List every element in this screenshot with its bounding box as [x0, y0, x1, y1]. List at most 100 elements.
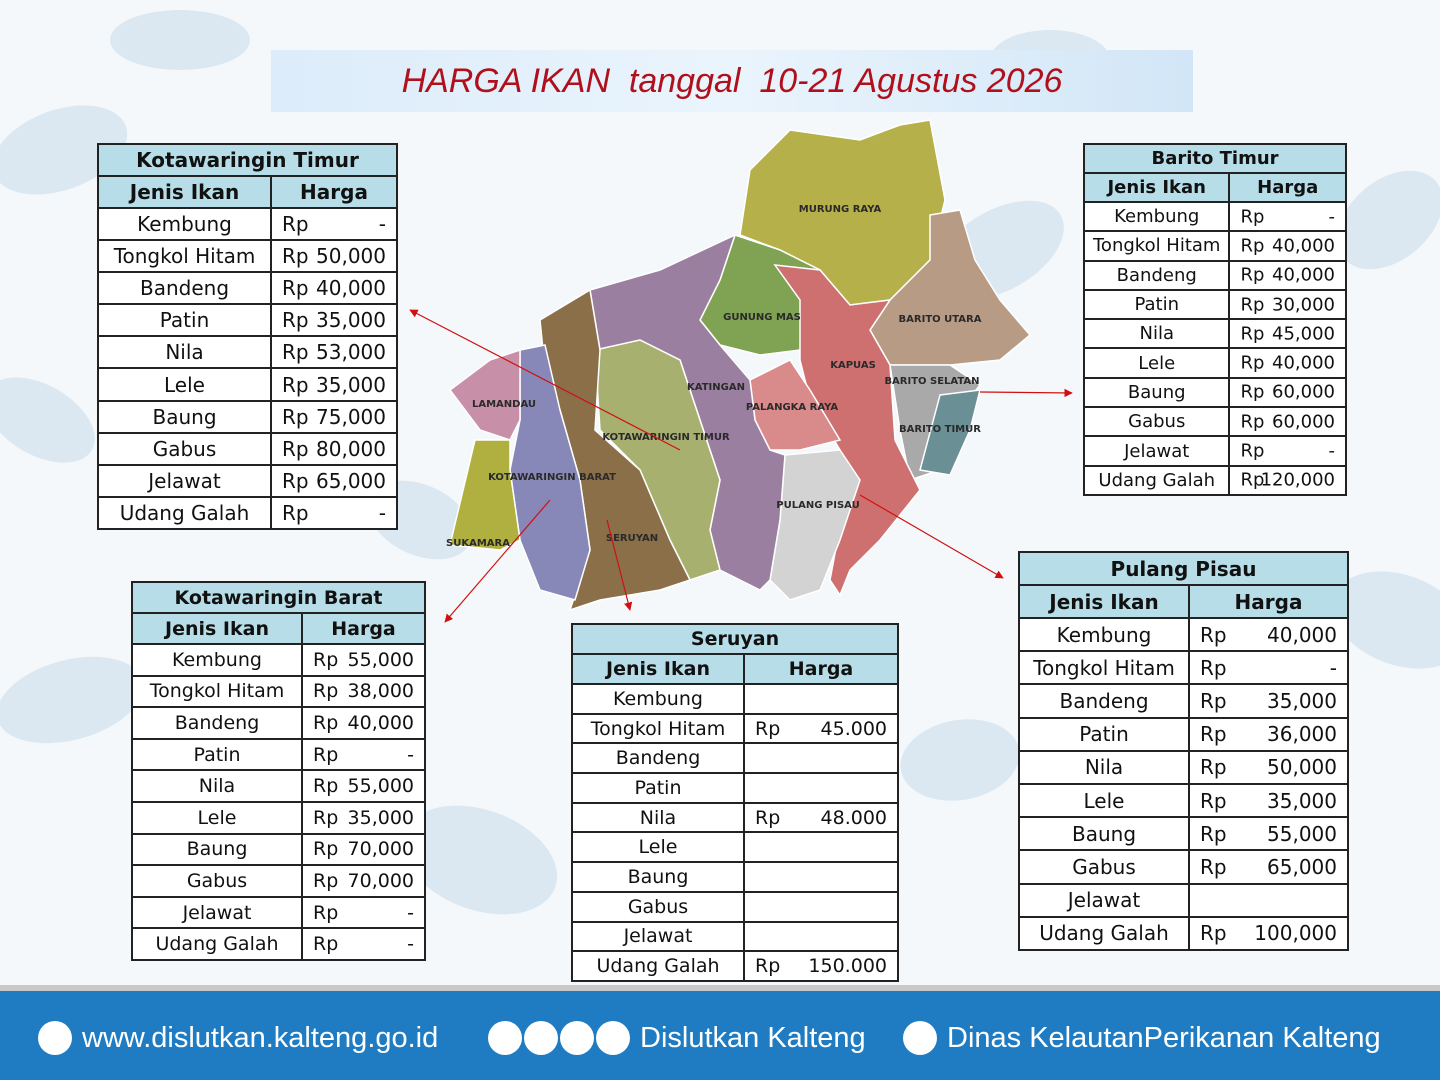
price: 70,000 [347, 838, 414, 861]
price: 40,000 [1272, 235, 1335, 257]
price-cell: Rp 45,000 [1228, 318, 1347, 350]
fish-name: Bandeng [1018, 683, 1190, 719]
table-title-row: Pulang Pisau [1018, 551, 1349, 586]
column-header: Jenis Ikan [1082, 172, 1231, 203]
currency: Rp [313, 680, 339, 703]
fish-name: Patin [131, 737, 303, 772]
price: - [378, 212, 386, 237]
price-cell: Rp 70,000 [301, 832, 426, 867]
price-cell: Rp 50,000 [270, 239, 398, 274]
fish-name: Udang Galah [1082, 464, 1231, 496]
table-title: Kotawaringin Timur [97, 143, 398, 177]
region-label: BARITO TIMUR [899, 424, 981, 435]
price-cell: Rp 55,000 [301, 643, 426, 677]
table-row: Patin [571, 772, 899, 804]
arrow [859, 494, 1004, 579]
region-label: BARITO UTARA [899, 314, 982, 325]
price: 40,000 [347, 711, 414, 734]
table-row: Gabus Rp 80,000 [97, 431, 398, 466]
price-cell: Rp 65,000 [1188, 849, 1349, 885]
price: 30,000 [1272, 294, 1335, 316]
region-label: MURUNG RAYA [799, 204, 882, 215]
currency: Rp [1240, 381, 1265, 403]
currency: Rp [1200, 688, 1227, 713]
arrow [409, 309, 681, 451]
price: 40,000 [1272, 352, 1335, 374]
currency: Rp [1200, 655, 1227, 680]
price: 48.000 [820, 806, 887, 829]
table-row: Kembung Rp 40,000 [1018, 616, 1349, 653]
table-row: Kembung Rp - [97, 206, 398, 242]
column-header: Jenis Ikan [1018, 584, 1190, 619]
arrow [444, 499, 551, 623]
fish-name: Nila [131, 769, 303, 803]
price-cell: Rp - [1228, 200, 1347, 233]
region-label: PALANGKA RAYA [746, 402, 839, 413]
currency: Rp [313, 711, 339, 734]
table-title-row: Kotawaringin Timur [97, 143, 398, 177]
currency: Rp [1240, 206, 1265, 228]
price: - [1329, 655, 1337, 680]
currency: Rp [1240, 323, 1265, 345]
fish-name: Nila [97, 335, 272, 370]
region-labels: MURUNG RAYA GUNUNG MAS BARITO UTARA KAPU… [446, 204, 982, 549]
price-cell: Rp 75,000 [270, 399, 398, 434]
price-cell: Rp 48.000 [743, 801, 899, 834]
table-row: Tongkol Hitam Rp - [1018, 650, 1349, 686]
price-cell: Rp 35,000 [301, 800, 426, 835]
currency: Rp [313, 838, 339, 861]
fish-name: Kembung [97, 206, 272, 242]
currency: Rp [755, 717, 781, 740]
table-row: Gabus [571, 890, 899, 923]
price-cell: Rp - [270, 495, 398, 530]
price-cell: Rp 150.000 [743, 950, 899, 982]
price-cell: Rp 50,000 [1188, 749, 1349, 785]
currency: Rp [1200, 854, 1227, 879]
price-table: Barito Timur Jenis Ikan Harga Kembung Rp - Ton… [1082, 143, 1347, 496]
column-header: Harga [301, 612, 426, 645]
fish-name: Kembung [1082, 200, 1231, 233]
table-row: Bandeng Rp 40,000 [1082, 259, 1347, 291]
table-row: Tongkol Hitam Rp 45.000 [571, 712, 899, 745]
currency: Rp [1200, 722, 1227, 747]
table-row: Nila Rp 50,000 [1018, 749, 1349, 785]
price-cell [743, 772, 899, 804]
currency: Rp [1200, 622, 1227, 647]
fish-name: Gabus [1018, 849, 1190, 885]
fish-name: Tongkol Hitam [1082, 230, 1231, 262]
price: 55,000 [347, 648, 414, 671]
price-cell: Rp - [1228, 435, 1347, 467]
price: 70,000 [347, 869, 414, 892]
region-label: BARITO SELATAN [884, 376, 979, 387]
price-table: Kotawaringin Timur Jenis Ikan Harga Kembung… [97, 143, 398, 530]
currency: Rp [282, 372, 309, 397]
fish-name: Baung [1082, 376, 1231, 409]
fish-name: Gabus [97, 431, 272, 466]
price-cell [743, 920, 899, 953]
price-cell: Rp 40,000 [1228, 259, 1347, 291]
fish-name: Lele [131, 800, 303, 835]
fish-name: Udang Galah [1018, 915, 1190, 951]
fish-name: Bandeng [571, 742, 745, 775]
facebook-name: Dinas KelautanPerikanan Kalteng [947, 1021, 1381, 1054]
price-cell: Rp 55,000 [1188, 816, 1349, 852]
price: 55,000 [1267, 821, 1337, 846]
table-row: Baung [571, 861, 899, 893]
price-cell: Rp 60,000 [1228, 376, 1347, 409]
fish-name: Kembung [571, 683, 745, 715]
column-header: Harga [1188, 584, 1349, 619]
currency: Rp [282, 468, 309, 493]
price-cell: Rp 35,000 [1188, 782, 1349, 819]
currency: Rp [313, 933, 339, 956]
price-cell: Rp 36,000 [1188, 716, 1349, 752]
fish-name: Gabus [131, 864, 303, 898]
table-row: Baung Rp 75,000 [97, 399, 398, 434]
currency: Rp [313, 869, 339, 892]
fish-name: Gabus [1082, 406, 1231, 438]
price: - [407, 743, 414, 766]
price: 40,000 [316, 276, 386, 301]
price: 38,000 [347, 680, 414, 703]
currency: Rp [1240, 294, 1265, 316]
price-cell: Rp 40,000 [1188, 616, 1349, 653]
price-cell: Rp 55,000 [301, 769, 426, 803]
